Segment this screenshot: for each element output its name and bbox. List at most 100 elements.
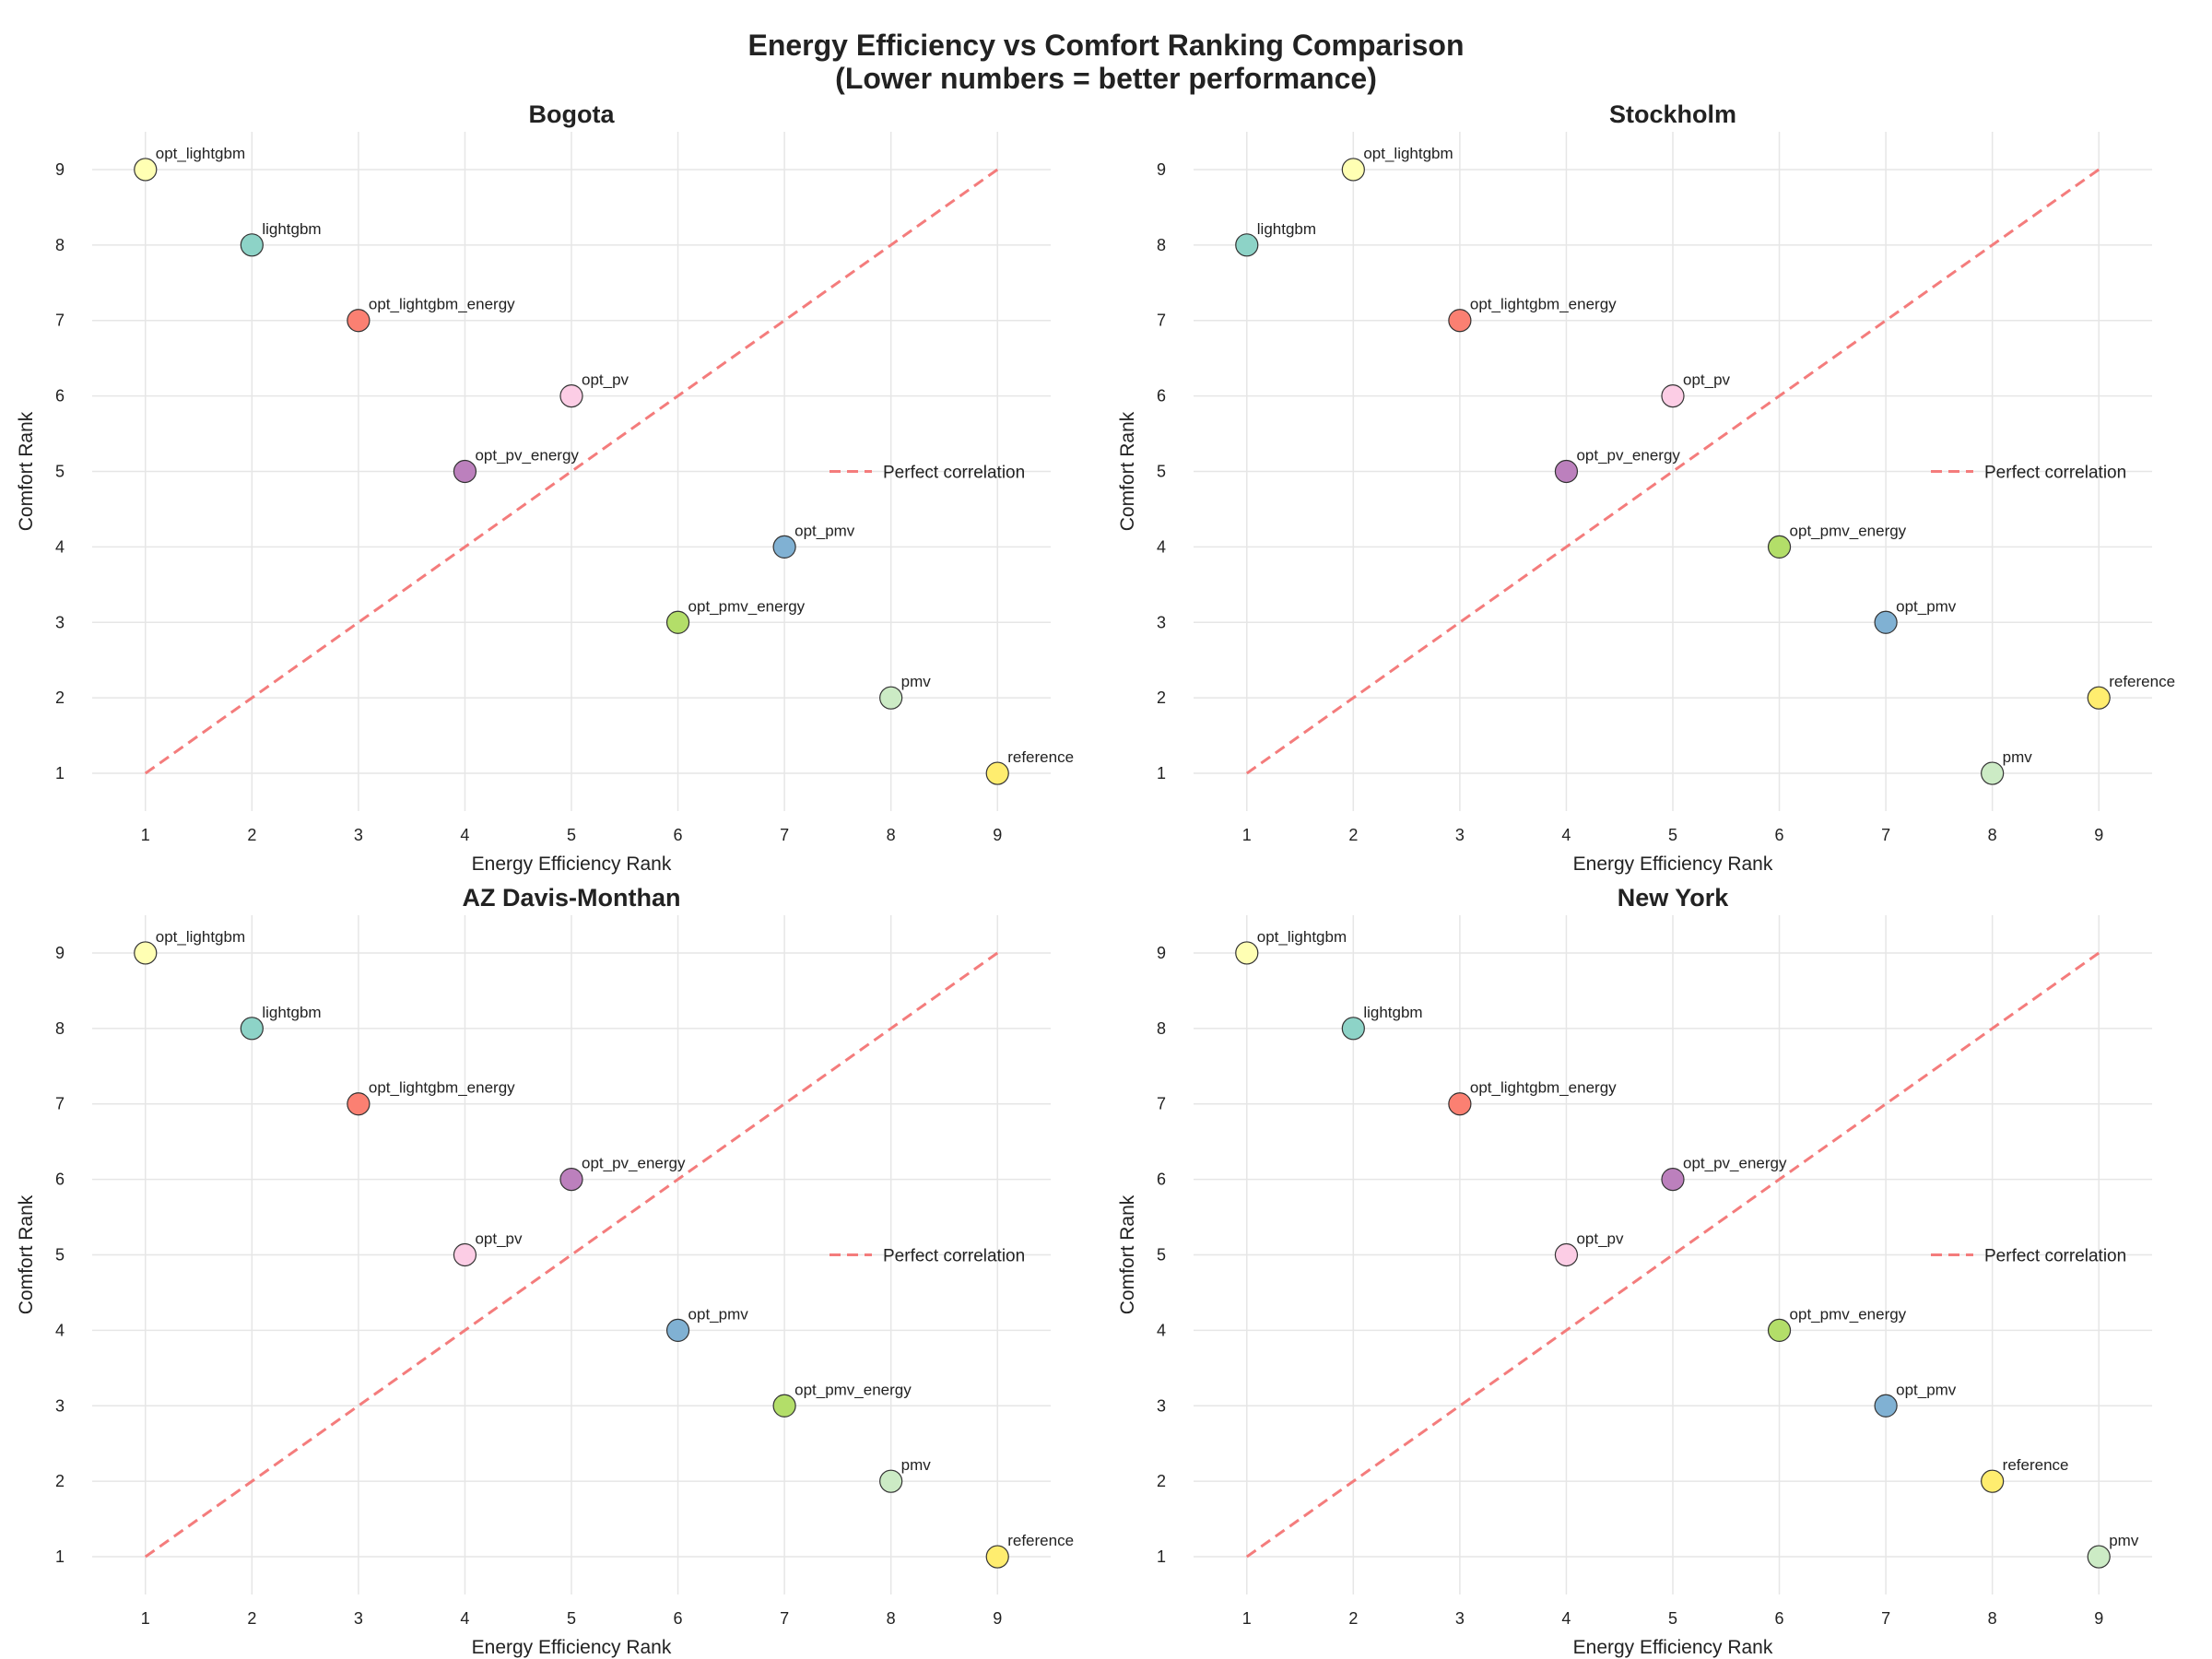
point-opt-pv-energy — [1554, 459, 1579, 484]
panels: Bogota 1 2 3 4 5 6 7 8 9 1 2 3 4 5 6 7 8 9 Energy Efficienc… — [16, 100, 2175, 1658]
y-axis-label: Comfort Rank — [1117, 411, 1138, 531]
point-opt-pv-energy — [1661, 1168, 1685, 1192]
point-label-opt-pv-energy: opt_pv_energy — [475, 447, 579, 465]
x-tick-label: 4 — [460, 826, 469, 844]
point-lightgbm — [1341, 1017, 1365, 1041]
x-tick-label: 1 — [141, 826, 150, 844]
point-label-opt-pv: opt_pv — [475, 1230, 523, 1248]
x-tick-label: 5 — [1668, 1609, 1677, 1628]
point-label-lightgbm: lightgbm — [262, 1004, 321, 1021]
x-tick-label: 5 — [567, 826, 576, 844]
point-label-pmv: pmv — [2003, 748, 2033, 766]
x-tick-label: 5 — [567, 1609, 576, 1628]
panel-4: New York 1 2 3 4 5 6 7 8 9 1 2 3 4 5 6 7 8 9 Energy Efficie… — [1117, 884, 2152, 1658]
x-tick-label: 9 — [2094, 1609, 2103, 1628]
x-tick-label: 2 — [1348, 1609, 1358, 1628]
x-tick-label: 3 — [354, 1609, 363, 1628]
point-label-pmv: pmv — [901, 1456, 932, 1474]
point-label-opt-pmv: opt_pmv — [688, 1305, 749, 1323]
point-label-opt-pv-energy: opt_pv_energy — [1576, 447, 1680, 465]
point-label-opt-lightgbm-energy: opt_lightgbm_energy — [369, 296, 515, 313]
y-tick-label: 4 — [55, 1321, 65, 1339]
point-opt-lightgbm-energy — [1448, 309, 1472, 333]
point-reference — [985, 761, 1009, 785]
x-tick-label: 2 — [247, 1609, 256, 1628]
y-tick-label: 3 — [1157, 613, 1166, 631]
point-label-opt-pmv-energy: opt_pmv_energy — [1790, 1305, 1907, 1323]
x-tick-label: 1 — [1242, 1609, 1252, 1628]
y-tick-label: 6 — [55, 1171, 65, 1189]
y-tick-label: 9 — [55, 944, 65, 962]
point-opt-pmv-energy — [665, 610, 690, 634]
point-reference — [985, 1545, 1009, 1569]
point-pmv — [1981, 761, 2005, 785]
legend-label: Perfect correlation — [883, 1247, 1025, 1266]
y-tick-label: 9 — [1157, 160, 1166, 179]
point-label-lightgbm: lightgbm — [1257, 220, 1316, 238]
x-tick-label: 3 — [1455, 826, 1465, 844]
point-label-opt-lightgbm-energy: opt_lightgbm_energy — [369, 1079, 515, 1097]
point-label-lightgbm: lightgbm — [262, 220, 321, 238]
x-axis-label: Energy Efficiency Rank — [472, 853, 672, 875]
point-reference — [2087, 686, 2111, 710]
panel-1: Bogota 1 2 3 4 5 6 7 8 9 1 2 3 4 5 6 7 8 9 Energy Efficienc… — [16, 100, 1074, 875]
y-axis-label: Comfort Rank — [16, 1194, 37, 1314]
y-tick-label: 9 — [55, 160, 65, 179]
x-tick-label: 8 — [887, 826, 896, 844]
y-tick-label: 1 — [55, 1547, 65, 1566]
y-axis-label: Comfort Rank — [16, 411, 37, 531]
y-tick-label: 1 — [1157, 1547, 1166, 1566]
y-tick-label: 5 — [55, 463, 65, 481]
y-tick-label: 4 — [1157, 537, 1166, 556]
y-tick-label: 7 — [55, 1095, 65, 1113]
point-label-opt-lightgbm-energy: opt_lightgbm_energy — [1470, 296, 1617, 313]
x-tick-label: 6 — [674, 1609, 683, 1628]
x-tick-label: 2 — [247, 826, 256, 844]
point-lightgbm — [240, 1017, 264, 1041]
panel-3: AZ Davis-Monthan 1 2 3 4 5 6 7 8 9 1 2 3 4 5 6 7 8 9 Energy… — [16, 884, 1074, 1658]
point-label-opt-pmv: opt_pmv — [1896, 597, 1957, 615]
point-label-opt-pmv: opt_pmv — [794, 522, 855, 539]
x-tick-label: 4 — [1561, 1609, 1571, 1628]
point-opt-lightgbm-energy — [1448, 1092, 1472, 1116]
point-lightgbm — [240, 233, 264, 257]
y-tick-label: 3 — [55, 1396, 65, 1415]
point-opt-lightgbm-energy — [347, 309, 371, 333]
x-tick-label: 7 — [1881, 1609, 1890, 1628]
point-label-pmv: pmv — [2109, 1532, 2139, 1549]
y-tick-label: 2 — [1157, 688, 1166, 707]
x-tick-label: 1 — [141, 1609, 150, 1628]
point-label-opt-lightgbm: opt_lightgbm — [1363, 145, 1453, 162]
point-opt-lightgbm — [134, 158, 158, 182]
point-lightgbm — [1235, 233, 1259, 257]
x-tick-label: 7 — [780, 1609, 789, 1628]
y-tick-label: 5 — [1157, 1246, 1166, 1265]
figure-title-line-2: (Lower numbers = better performance) — [835, 62, 1377, 95]
y-tick-label: 7 — [1157, 1095, 1166, 1113]
y-tick-label: 8 — [55, 236, 65, 254]
point-label-opt-pv: opt_pv — [582, 371, 629, 389]
x-tick-label: 6 — [674, 826, 683, 844]
point-opt-pmv-energy — [1767, 535, 1792, 559]
point-opt-pv — [1554, 1242, 1579, 1267]
point-opt-lightgbm — [1341, 158, 1365, 182]
point-reference — [1981, 1469, 2005, 1493]
point-label-opt-lightgbm: opt_lightgbm — [156, 145, 245, 162]
point-opt-pmv-energy — [1767, 1318, 1792, 1342]
x-tick-label: 9 — [993, 1609, 1002, 1628]
point-label-opt-pmv-energy: opt_pmv_energy — [1790, 522, 1907, 539]
x-tick-label: 3 — [354, 826, 363, 844]
point-label-opt-lightgbm-energy: opt_lightgbm_energy — [1470, 1079, 1617, 1097]
point-opt-pmv — [665, 1318, 690, 1342]
point-label-reference: reference — [1007, 748, 1074, 766]
point-label-pmv: pmv — [901, 673, 932, 690]
y-tick-label: 5 — [55, 1246, 65, 1265]
panel-title: Bogota — [529, 100, 616, 128]
point-pmv — [879, 1469, 903, 1493]
y-tick-label: 8 — [1157, 236, 1166, 254]
y-tick-label: 9 — [1157, 944, 1166, 962]
point-label-opt-lightgbm: opt_lightgbm — [156, 928, 245, 946]
y-tick-label: 7 — [1157, 312, 1166, 330]
y-tick-label: 1 — [1157, 764, 1166, 782]
